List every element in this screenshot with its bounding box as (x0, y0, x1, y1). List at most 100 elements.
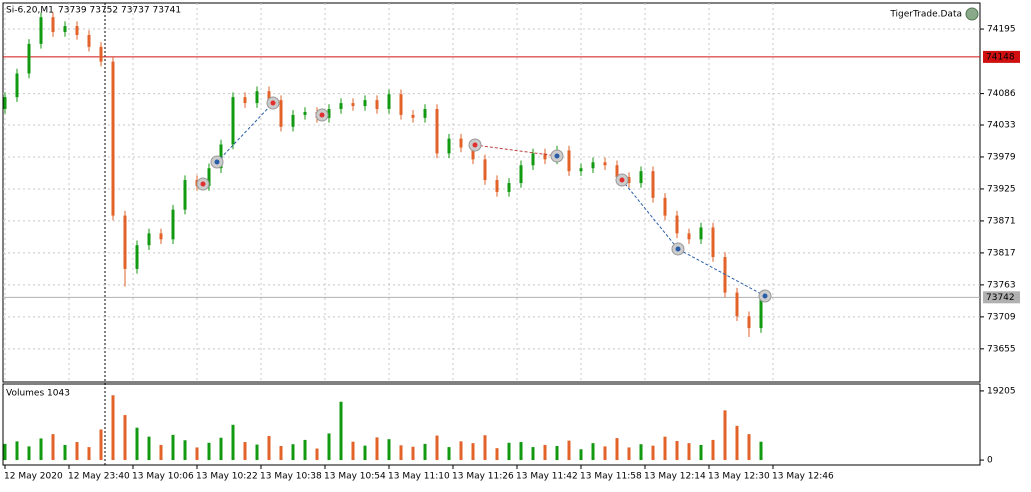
candle-body (207, 168, 211, 186)
volume-bar (591, 443, 595, 461)
candle-body (219, 144, 223, 169)
volume-bar (39, 438, 43, 461)
price-label: 73742 (986, 293, 1015, 303)
x-tick-label: 12 May 23:40 (68, 472, 130, 482)
candle-body (15, 73, 19, 98)
candle-body (711, 227, 715, 258)
volume-bar (363, 445, 367, 461)
volume-bar (183, 440, 187, 461)
volume-bar (555, 446, 559, 461)
ohlc-readout: 73739 73752 73737 73741 (58, 6, 181, 16)
volume-bar (459, 441, 463, 461)
volume-bar (423, 443, 427, 461)
candle-body (663, 197, 667, 216)
candle-body (615, 165, 619, 178)
volume-bar (615, 438, 619, 461)
y-tick-label: 73925 (987, 184, 1016, 194)
volume-bar (567, 440, 571, 461)
candle-body (447, 138, 451, 154)
candle-body (531, 153, 535, 166)
volume-bar (243, 442, 247, 461)
candle-body (75, 26, 79, 35)
candle-body (135, 245, 139, 269)
trade-marker (214, 159, 220, 165)
candle-body (411, 114, 415, 118)
volume-bar (195, 447, 199, 461)
volume-bar (723, 410, 727, 461)
price-label-box (983, 50, 1020, 63)
candle-body (639, 171, 643, 184)
candle-body (435, 109, 439, 154)
x-tick-label: 13 May 10:38 (260, 472, 322, 482)
volume-bar (447, 447, 451, 461)
trade-marker (675, 246, 681, 252)
volume-bar (675, 440, 679, 461)
candle-body (759, 297, 763, 329)
volume-bar (51, 434, 55, 461)
candle-body (255, 91, 259, 104)
volume-bar (351, 441, 355, 461)
volume-bar (471, 443, 475, 461)
candle-body (27, 43, 31, 74)
volume-bar (75, 442, 79, 461)
source-icon (965, 7, 979, 21)
candle-body (63, 26, 67, 33)
volume-bar (375, 437, 379, 461)
candle-body (51, 17, 55, 33)
volume-bar (219, 437, 223, 461)
volume-bar (399, 445, 403, 461)
volume-bar (63, 444, 67, 461)
volume-bar (483, 435, 487, 461)
candle-body (267, 91, 271, 101)
candle-body (627, 177, 631, 184)
trade-line (474, 144, 558, 157)
x-tick-label: 13 May 10:06 (132, 472, 194, 482)
volume-bar (147, 436, 151, 461)
trade-marker (619, 177, 625, 183)
trade-marker (762, 293, 768, 299)
symbol: Si-6.20,M1 (6, 6, 54, 16)
volume-bar (411, 446, 415, 461)
candle-body (603, 162, 607, 166)
y-tick-label: 73817 (987, 248, 1016, 258)
volume-bar (327, 433, 331, 461)
candle-body (675, 215, 679, 234)
candle-body (339, 103, 343, 110)
volume-bar (711, 439, 715, 461)
x-tick-label: 13 May 12:46 (772, 472, 834, 482)
volume-title: Volumes 1043 (6, 389, 70, 399)
candle-body (591, 162, 595, 169)
candle-body (687, 233, 691, 240)
candle-body (303, 111, 307, 115)
trade-marker (319, 112, 325, 118)
candle-body (3, 97, 7, 110)
candle-body (171, 209, 175, 240)
candle-body (243, 97, 247, 104)
candle-body (99, 46, 103, 62)
price-label-box (983, 291, 1020, 304)
volume-bar (435, 435, 439, 461)
volume-bar (639, 444, 643, 461)
candle-body (423, 109, 427, 118)
volume-bar (303, 439, 307, 461)
trade-marker (554, 153, 560, 159)
volume-bar (3, 443, 7, 461)
candle-body (291, 114, 295, 127)
volume-bar (519, 442, 523, 461)
volume-bar (171, 434, 175, 461)
x-tick-label: 13 May 10:54 (324, 472, 386, 482)
volume-bar (111, 395, 115, 461)
volume-bar (207, 442, 211, 461)
candle-body (471, 147, 475, 160)
data-source: TigerTrade.Data (889, 10, 962, 20)
trade-marker (472, 142, 478, 148)
candle-body (399, 94, 403, 115)
volume-bar (159, 444, 163, 461)
candle-body (231, 97, 235, 145)
x-tick-label: 13 May 11:10 (388, 472, 450, 482)
candle-body (87, 34, 91, 47)
y-tick-label: 74195 (987, 25, 1016, 35)
volume-bar (291, 444, 295, 461)
x-tick-label: 13 May 12:14 (644, 472, 706, 482)
